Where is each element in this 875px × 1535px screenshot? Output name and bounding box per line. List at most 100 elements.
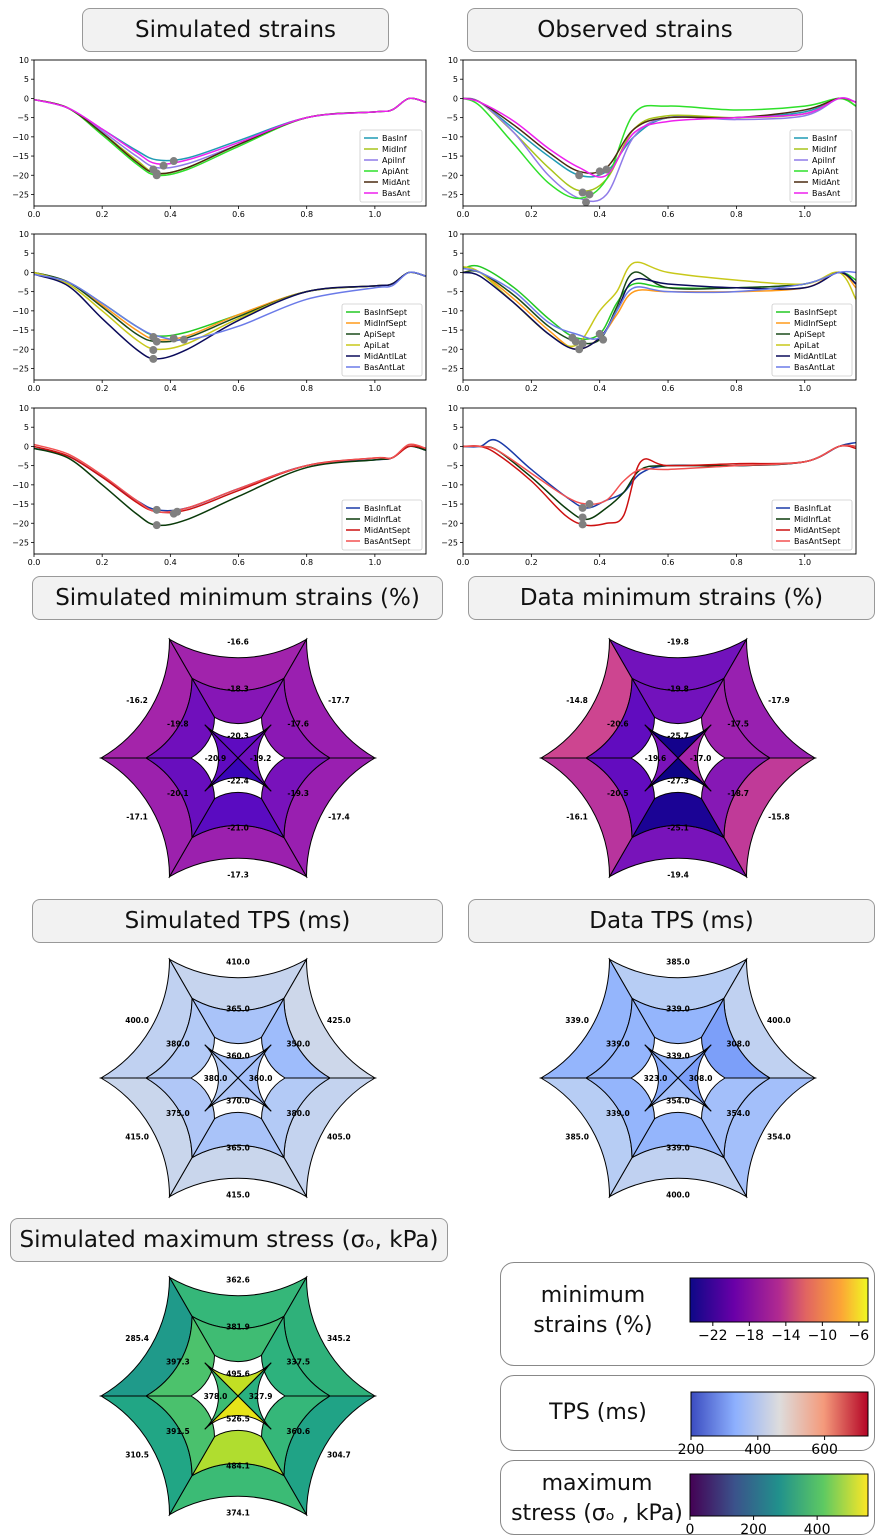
mid-segment bbox=[144, 996, 216, 1079]
y-tick-label: 5 bbox=[453, 249, 458, 258]
min-marker bbox=[578, 339, 587, 348]
plot-frame bbox=[33, 59, 427, 207]
tps-colorbar-label: TPS (ms) bbox=[549, 1400, 647, 1425]
series-line-BasAntLat bbox=[33, 271, 427, 341]
apex-segment-value: 380.0 bbox=[204, 1074, 228, 1083]
series-line-BasAntLat bbox=[462, 267, 857, 340]
mid-segment-value: 339.0 bbox=[666, 1005, 690, 1014]
legend-box bbox=[341, 499, 423, 551]
legend-label: MidAntSept bbox=[364, 526, 410, 535]
outer-segment-value: -14.8 bbox=[566, 696, 588, 705]
strain-chart-observed-row1: 10 5 0 −5 −10 −15 −20 −25 0.0 0.2 0.4 0.6 0.8 1.0 BasI… bbox=[441, 56, 857, 219]
outer-segment-value: 400.0 bbox=[125, 1016, 149, 1025]
y-tick-label: 0 bbox=[24, 94, 29, 103]
legend-label: ApiInf bbox=[812, 156, 835, 165]
strain-chart-simulated-row2: 10 5 0 −5 −10 −15 −20 −25 0.0 0.2 0.4 0.6 0.8 1.0 BasI… bbox=[12, 230, 427, 393]
mid-segment-value: 365.0 bbox=[226, 1005, 250, 1014]
x-tick-label: 0.2 bbox=[525, 558, 538, 567]
x-tick-label: 1.0 bbox=[369, 210, 382, 219]
min-marker bbox=[602, 165, 611, 174]
mid-segment-value: -17.6 bbox=[287, 719, 309, 728]
y-tick-label: −25 bbox=[12, 538, 29, 547]
min-marker bbox=[179, 335, 188, 344]
apex-segment-value: 370.0 bbox=[226, 1097, 250, 1106]
x-tick-label: 0.8 bbox=[730, 558, 743, 567]
y-tick-label: −15 bbox=[12, 326, 29, 335]
outer-segment-value: 304.7 bbox=[327, 1450, 351, 1459]
strain-chart-observed-row2: 10 5 0 −5 −10 −15 −20 −25 0.0 0.2 0.4 0.6 0.8 1.0 BasI… bbox=[441, 230, 857, 393]
apex-segment-value: 308.0 bbox=[689, 1074, 713, 1083]
outer-segment-value: -17.3 bbox=[227, 871, 249, 880]
outer-segment-value: -17.9 bbox=[768, 696, 790, 705]
mid-segment-value: -19.8 bbox=[667, 685, 689, 694]
y-tick-label: −10 bbox=[12, 307, 29, 316]
min-marker bbox=[578, 503, 587, 512]
strain-colorbar-label-1: minimum bbox=[540, 1283, 646, 1308]
data-tps-title: Data TPS (ms) bbox=[468, 899, 875, 943]
x-tick-label: 0.6 bbox=[232, 558, 245, 567]
y-tick-label: 5 bbox=[24, 249, 29, 258]
mid-segment-value: 339.0 bbox=[606, 1039, 630, 1048]
outer-segment-value: 405.0 bbox=[327, 1132, 351, 1141]
min-marker bbox=[173, 507, 182, 516]
bullseye-simulated-stress: 362.6 381.9 345.2 337.5 304.7 360.6 374.1 484.1… bbox=[99, 1275, 377, 1518]
bullseye-simulated-tps: 410.0 365.0 425.0 350.0 405.0 380.0 415.0 365.0… bbox=[99, 957, 377, 1200]
mid-segment-value: -20.5 bbox=[607, 789, 629, 798]
legend-label: BasAnt bbox=[812, 189, 840, 198]
mid-segment-value: 360.6 bbox=[286, 1427, 310, 1436]
mid-segment-value: 350.0 bbox=[286, 1039, 310, 1048]
simulated-max-stress-title: Simulated maximum stress (σₒ, kPa) bbox=[10, 1218, 448, 1262]
outer-segment-value: 415.0 bbox=[125, 1132, 149, 1141]
y-tick-label: 0 bbox=[453, 442, 458, 451]
apex-segment bbox=[644, 724, 679, 792]
x-tick-label: 0.6 bbox=[232, 210, 245, 219]
plot-frame bbox=[33, 407, 427, 555]
mid-segment bbox=[144, 1314, 216, 1397]
y-tick-label: −15 bbox=[441, 152, 458, 161]
x-tick-label: 0.4 bbox=[593, 384, 606, 393]
strain-chart-simulated-row3: 10 5 0 −5 −10 −15 −20 −25 0.0 0.2 0.4 0.6 0.8 1.0 BasI… bbox=[12, 404, 427, 567]
x-tick-label: 0.0 bbox=[28, 558, 41, 567]
series-line-ApiInf bbox=[462, 97, 857, 203]
legend-box bbox=[771, 303, 853, 377]
legend-box bbox=[341, 303, 423, 377]
x-tick-label: 0.4 bbox=[164, 384, 177, 393]
plot-frame bbox=[462, 407, 857, 555]
y-tick-label: 10 bbox=[19, 404, 29, 413]
apex-segment-value: -27.3 bbox=[667, 777, 689, 786]
x-tick-label: 0.0 bbox=[457, 384, 470, 393]
y-tick-label: 5 bbox=[24, 423, 29, 432]
simulated-min-strains-title: Simulated minimum strains (%) bbox=[32, 576, 443, 620]
x-tick-label: 0.8 bbox=[300, 384, 313, 393]
apex-segment bbox=[204, 1044, 272, 1079]
mid-segment-value: -19.8 bbox=[167, 719, 189, 728]
y-tick-label: 0 bbox=[453, 268, 458, 277]
legend-label: MidInfLat bbox=[794, 515, 831, 524]
x-tick-label: 0.6 bbox=[662, 558, 675, 567]
y-tick-label: −15 bbox=[12, 152, 29, 161]
outer-segment-value: 400.0 bbox=[767, 1016, 791, 1025]
outer-segment-value: 285.4 bbox=[125, 1334, 149, 1343]
y-tick-label: −5 bbox=[17, 462, 29, 471]
mid-segment-value: -20.1 bbox=[167, 789, 189, 798]
plot-frame bbox=[462, 59, 857, 207]
x-tick-label: 0.8 bbox=[730, 210, 743, 219]
x-tick-label: 0.2 bbox=[96, 210, 109, 219]
x-tick-label: 0.0 bbox=[28, 210, 41, 219]
outer-segment-value: 385.0 bbox=[666, 958, 690, 967]
x-tick-label: 0.4 bbox=[593, 558, 606, 567]
min-marker bbox=[152, 521, 161, 530]
legend-label: MidInfSept bbox=[364, 319, 407, 328]
x-tick-label: 0.8 bbox=[300, 558, 313, 567]
outer-segment-value: -16.2 bbox=[126, 696, 148, 705]
legend-label: BasAntSept bbox=[364, 537, 410, 546]
y-tick-label: −10 bbox=[441, 133, 458, 142]
mid-segment-value: 484.1 bbox=[226, 1462, 250, 1471]
legend-label: MidAntlLat bbox=[794, 352, 837, 361]
x-tick-label: 1.0 bbox=[798, 558, 811, 567]
legend-label: ApiAnt bbox=[382, 167, 408, 176]
mid-segment-value: 354.0 bbox=[726, 1109, 750, 1118]
x-tick-label: 0.4 bbox=[164, 558, 177, 567]
legend-label: ApiSept bbox=[364, 330, 395, 339]
legend-box bbox=[789, 129, 853, 203]
